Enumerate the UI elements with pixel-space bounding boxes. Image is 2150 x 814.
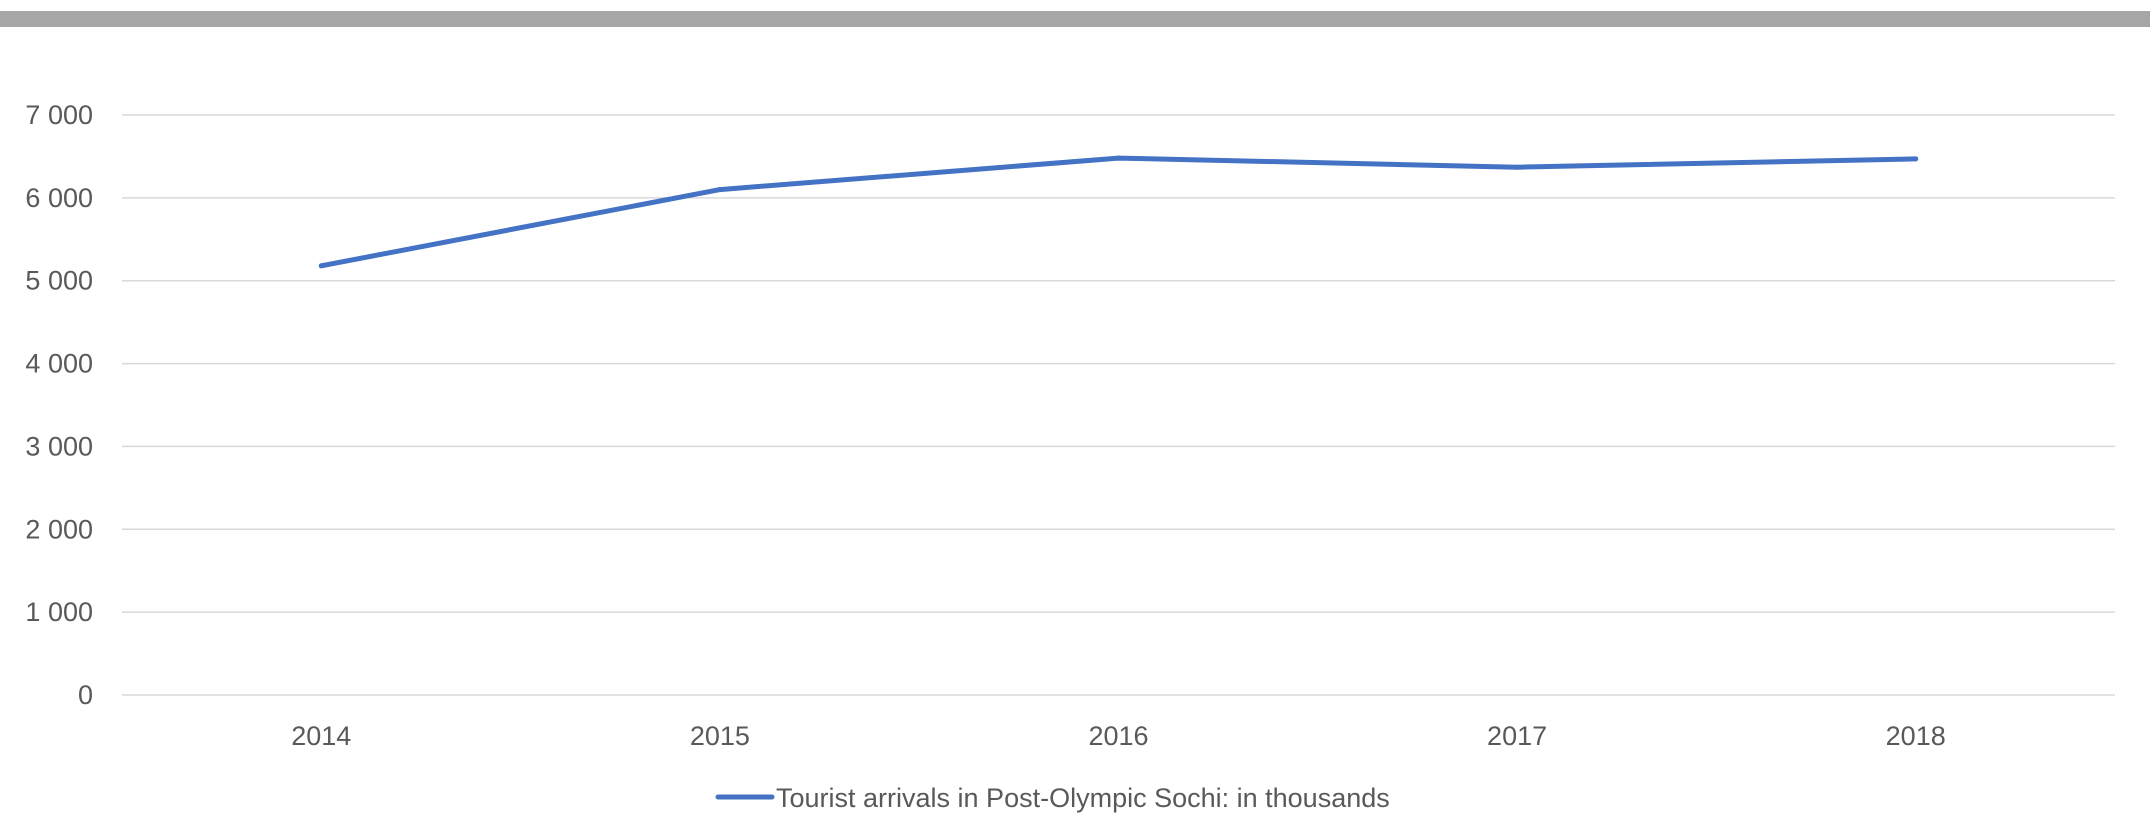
data-point-2018 bbox=[1913, 156, 1919, 162]
top-border-bar bbox=[0, 11, 2150, 27]
x-axis-ticks: 2014 2015 2016 2017 2018 bbox=[291, 721, 1945, 751]
y-tick-label: 4 000 bbox=[25, 349, 93, 379]
x-tick-label: 2018 bbox=[1886, 721, 1946, 751]
y-tick-label: 5 000 bbox=[25, 266, 93, 296]
series-line-0 bbox=[318, 155, 1919, 269]
series-layer bbox=[318, 155, 1919, 269]
legend: Tourist arrivals in Post-Olympic Sochi: … bbox=[715, 783, 1390, 813]
y-tick-label: 7 000 bbox=[25, 100, 93, 130]
data-point-2015 bbox=[717, 187, 723, 193]
x-tick-label: 2017 bbox=[1487, 721, 1547, 751]
x-tick-label: 2016 bbox=[1088, 721, 1148, 751]
data-point-2016 bbox=[1116, 155, 1121, 161]
y-axis-ticks: 0 1 000 2 000 3 000 4 000 5 000 6 000 7 000 bbox=[25, 100, 93, 710]
y-tick-label: 2 000 bbox=[25, 514, 93, 544]
y-tick-label: 6 000 bbox=[25, 183, 93, 213]
data-point-2017 bbox=[1514, 164, 1520, 170]
data-point-2014 bbox=[318, 263, 324, 269]
gridlines bbox=[122, 114, 2115, 696]
legend-label: Tourist arrivals in Post-Olympic Sochi: … bbox=[776, 783, 1390, 813]
y-tick-label: 1 000 bbox=[25, 597, 93, 627]
y-tick-label: 3 000 bbox=[25, 431, 93, 461]
x-tick-label: 2014 bbox=[291, 721, 351, 751]
y-tick-label: 0 bbox=[78, 680, 93, 710]
x-tick-label: 2015 bbox=[690, 721, 750, 751]
